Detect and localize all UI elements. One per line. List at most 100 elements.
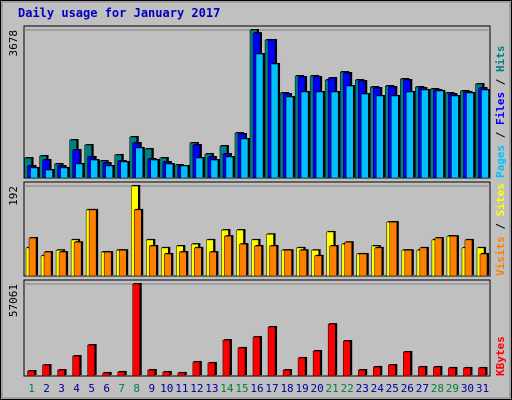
bar xyxy=(60,167,68,179)
x-tick-label: 1 xyxy=(28,382,35,395)
bar xyxy=(102,372,110,377)
bar xyxy=(43,251,52,277)
bar xyxy=(162,371,171,377)
bar xyxy=(42,364,50,377)
bar xyxy=(284,249,292,277)
bar xyxy=(282,369,291,377)
bar xyxy=(451,95,459,179)
bar xyxy=(149,245,157,277)
legend-entry: Visits xyxy=(494,236,507,276)
bar xyxy=(75,163,83,179)
bar xyxy=(419,247,428,277)
bar xyxy=(72,355,80,377)
x-tick-label: 4 xyxy=(73,382,80,395)
legend-entry: Pages xyxy=(494,145,507,178)
y-tick-label: 57061 xyxy=(7,284,20,317)
bar xyxy=(105,165,113,179)
bar xyxy=(360,93,369,179)
bar xyxy=(359,253,367,277)
bar xyxy=(209,251,217,277)
legend-entry: Files xyxy=(494,92,507,125)
y-tick-label: 192 xyxy=(7,186,20,206)
x-tick-label: 17 xyxy=(265,382,278,395)
chart-title: Daily usage for January 2017 xyxy=(18,6,220,20)
bar xyxy=(345,85,354,179)
x-tick-label: 19 xyxy=(295,382,308,395)
x-tick-label: 25 xyxy=(386,382,399,395)
x-tick-label: 28 xyxy=(431,382,444,395)
bar xyxy=(120,161,128,179)
bar xyxy=(436,90,444,179)
bar xyxy=(225,156,234,179)
x-tick-label: 21 xyxy=(326,382,339,395)
x-tick-label: 23 xyxy=(356,382,369,395)
bar xyxy=(299,249,307,277)
x-tick-label: 31 xyxy=(476,382,489,395)
bar xyxy=(342,340,351,377)
bar xyxy=(269,245,277,277)
legend-separator: / xyxy=(494,216,507,236)
bar xyxy=(88,209,97,277)
x-tick-label: 18 xyxy=(280,382,293,395)
bar xyxy=(373,366,381,377)
x-tick-label: 3 xyxy=(58,382,65,395)
x-tick-label: 9 xyxy=(148,382,155,395)
x-tick-label: 5 xyxy=(88,382,95,395)
bar xyxy=(222,339,231,377)
legend-entry: KBytes xyxy=(494,336,507,376)
bar xyxy=(207,362,216,377)
bar xyxy=(164,253,172,277)
bar xyxy=(433,366,441,377)
bar xyxy=(180,165,189,179)
legend-separator: / xyxy=(494,125,507,145)
bar xyxy=(481,89,489,179)
bar xyxy=(449,235,458,277)
x-tick-label: 8 xyxy=(133,382,140,395)
bar xyxy=(267,326,276,377)
bar xyxy=(466,92,474,179)
bar xyxy=(463,367,471,377)
y-tick-label: 3678 xyxy=(7,30,20,57)
bar xyxy=(479,253,488,277)
bar xyxy=(376,95,384,179)
bar xyxy=(194,247,202,277)
bar xyxy=(179,251,187,277)
bar xyxy=(210,159,219,179)
bar xyxy=(300,91,309,179)
bar xyxy=(147,369,156,377)
bar xyxy=(133,209,142,277)
bar xyxy=(28,237,37,277)
bar xyxy=(404,249,413,277)
bar xyxy=(389,221,398,277)
bar xyxy=(448,367,456,377)
bar xyxy=(330,91,339,179)
legend-separator: / xyxy=(494,72,507,92)
bar xyxy=(406,91,414,179)
bar xyxy=(117,371,125,377)
bar xyxy=(418,366,426,377)
legend-entry: Hits xyxy=(494,46,507,73)
legend: Pages / Files / Hits xyxy=(494,46,507,179)
bar xyxy=(135,147,143,179)
x-tick-label: 11 xyxy=(175,382,188,395)
bar xyxy=(329,245,337,277)
x-tick-label: 16 xyxy=(250,382,263,395)
bar xyxy=(478,367,486,377)
legend: Visits / Sites xyxy=(494,183,507,276)
x-tick-label: 20 xyxy=(311,382,324,395)
bar xyxy=(177,372,186,377)
bar xyxy=(327,323,336,377)
bar xyxy=(270,63,279,179)
bar xyxy=(150,159,159,179)
x-tick-label: 26 xyxy=(401,382,414,395)
legend-entry: Sites xyxy=(494,183,507,216)
x-tick-label: 10 xyxy=(160,382,173,395)
bar xyxy=(57,369,65,377)
bar xyxy=(45,169,53,179)
x-tick-label: 24 xyxy=(371,382,385,395)
x-tick-label: 15 xyxy=(235,382,248,395)
bar xyxy=(357,369,366,377)
